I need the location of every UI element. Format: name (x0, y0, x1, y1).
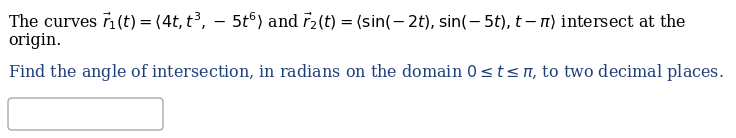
Text: Find the angle of intersection, in radians on the domain $0 \leq t \leq \pi$, to: Find the angle of intersection, in radia… (8, 62, 723, 83)
Text: origin.: origin. (8, 32, 61, 49)
FancyBboxPatch shape (8, 98, 163, 130)
Text: The curves $\vec{r}_1(t) = \langle 4t, t^3, -\,5t^6\rangle$ and $\vec{r}_2(t) = : The curves $\vec{r}_1(t) = \langle 4t, t… (8, 10, 687, 32)
